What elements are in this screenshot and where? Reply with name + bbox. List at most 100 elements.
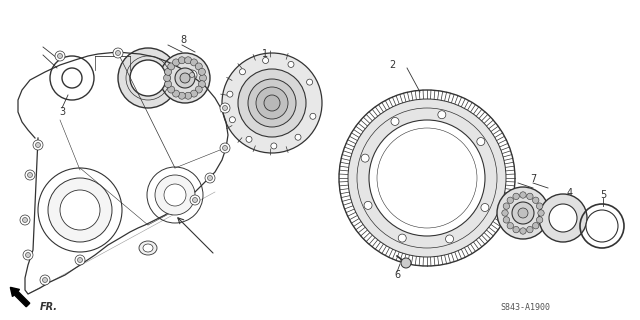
Circle shape [164,184,186,206]
Ellipse shape [143,244,153,252]
Circle shape [536,217,543,223]
Text: 2: 2 [389,60,395,70]
Circle shape [198,81,205,88]
FancyArrow shape [10,287,30,307]
Circle shape [513,227,519,233]
Circle shape [401,258,411,268]
Circle shape [348,99,506,257]
Circle shape [361,154,369,162]
Circle shape [586,210,618,242]
Circle shape [58,53,63,59]
Circle shape [256,87,288,119]
Circle shape [295,134,301,140]
Circle shape [130,60,166,96]
Ellipse shape [139,241,157,255]
Circle shape [200,75,207,82]
Circle shape [155,175,195,215]
Circle shape [40,275,50,285]
Circle shape [507,222,513,229]
Circle shape [369,120,485,236]
Circle shape [195,63,202,70]
Circle shape [497,187,549,239]
Circle shape [220,143,230,153]
Circle shape [173,59,179,66]
Circle shape [536,203,543,209]
Circle shape [184,57,191,64]
Circle shape [532,197,539,204]
Circle shape [198,68,205,75]
Circle shape [364,201,372,209]
Circle shape [398,234,406,242]
Circle shape [163,75,170,82]
Circle shape [310,113,316,119]
Circle shape [527,227,533,233]
Circle shape [239,69,246,75]
Circle shape [271,143,277,149]
Circle shape [42,277,47,283]
Circle shape [223,106,227,110]
Circle shape [160,53,210,103]
Circle shape [229,117,236,123]
Circle shape [227,91,233,97]
Text: 4: 4 [567,188,573,198]
Circle shape [168,86,175,93]
Circle shape [189,73,195,77]
Circle shape [532,222,539,229]
Circle shape [195,86,202,93]
Circle shape [190,195,200,205]
Circle shape [193,197,198,203]
Circle shape [25,170,35,180]
Text: 8: 8 [180,35,186,45]
Circle shape [262,58,269,63]
Circle shape [173,90,179,97]
Circle shape [502,210,508,216]
Circle shape [175,68,195,88]
Circle shape [22,218,28,222]
Circle shape [288,61,294,68]
Text: FR.: FR. [40,302,58,312]
Text: 7: 7 [530,174,536,184]
Circle shape [512,202,534,224]
Circle shape [55,51,65,61]
Circle shape [518,208,528,218]
Text: 3: 3 [59,107,65,117]
Circle shape [223,146,227,150]
Circle shape [438,111,446,119]
Circle shape [549,204,577,232]
Circle shape [118,48,178,108]
Circle shape [23,250,33,260]
Circle shape [513,193,519,200]
Circle shape [191,90,198,97]
Circle shape [507,197,513,204]
Circle shape [60,190,100,230]
Circle shape [48,178,112,242]
Circle shape [77,258,83,262]
Circle shape [179,92,186,99]
Circle shape [264,95,280,111]
Circle shape [220,103,230,113]
Circle shape [246,136,252,142]
Circle shape [391,117,399,125]
Circle shape [503,203,509,209]
Circle shape [35,142,40,148]
Circle shape [164,81,172,88]
Circle shape [481,204,489,212]
Text: 1: 1 [262,49,268,59]
Circle shape [538,210,544,216]
Circle shape [168,63,175,70]
Circle shape [20,215,30,225]
Circle shape [75,255,85,265]
Text: S843-A1900: S843-A1900 [500,303,550,313]
Circle shape [113,48,123,58]
Circle shape [187,70,197,80]
Circle shape [179,57,186,64]
Text: 5: 5 [600,190,606,200]
Circle shape [539,194,587,242]
Circle shape [527,193,533,200]
Circle shape [33,140,43,150]
Circle shape [477,138,485,146]
Circle shape [28,172,33,178]
Circle shape [222,53,322,153]
Circle shape [445,235,454,243]
Circle shape [207,175,212,180]
